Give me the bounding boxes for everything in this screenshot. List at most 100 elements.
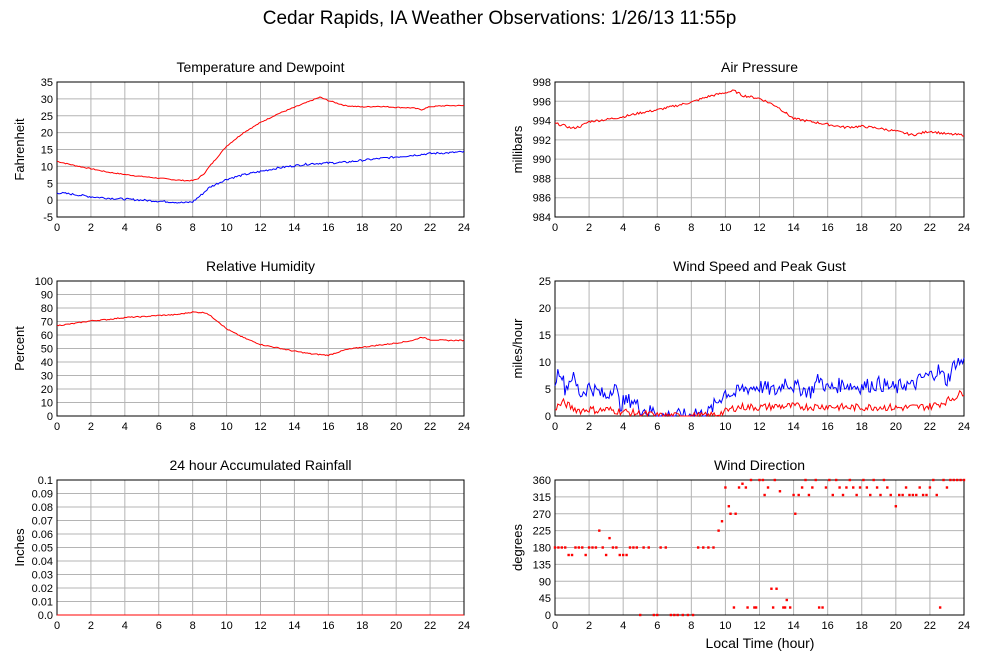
x-tick-label: 2 <box>586 421 592 433</box>
wind-direction-point <box>724 486 727 489</box>
wind-direction-point <box>598 529 601 532</box>
wind-direction-point <box>766 486 770 489</box>
wind-direction-point <box>821 606 824 609</box>
y-tick-label: 0 <box>545 610 551 622</box>
wind-direction-point <box>691 613 695 617</box>
y-tick-label: 100 <box>35 276 53 288</box>
wind-direction-point <box>831 493 834 497</box>
x-tick-label: 12 <box>254 421 266 433</box>
x-tick-label: 20 <box>390 421 402 433</box>
x-tick-label: 12 <box>254 222 266 234</box>
wind-direction-point <box>770 587 773 590</box>
wind-direction-point <box>811 486 814 489</box>
y-tick-label: 0.1 <box>38 475 53 487</box>
wind-direction-point <box>945 486 949 489</box>
wind-direction-point <box>737 486 741 489</box>
wind-direction-point <box>564 546 567 549</box>
x-tick-label: 4 <box>620 222 626 234</box>
y-tick-label: 10 <box>41 161 53 173</box>
y-tick-label: 0.05 <box>32 543 53 555</box>
y-tick-label: 5 <box>545 384 551 396</box>
y-tick-label: 30 <box>41 94 53 106</box>
wind-direction-point <box>632 546 635 549</box>
wind-direction-point <box>938 606 942 609</box>
wind-direction-point <box>621 553 625 557</box>
x-tick-label: 6 <box>156 421 162 433</box>
x-tick-label: 6 <box>654 620 660 632</box>
x-tick-label: 4 <box>122 620 128 632</box>
wind-direction-point <box>952 478 955 482</box>
y-tick-label: 70 <box>41 317 53 329</box>
x-tick-label: 24 <box>958 421 970 433</box>
y-tick-label: 0 <box>47 195 53 207</box>
y-tick-label: 0.07 <box>32 516 53 528</box>
wind-direction-point <box>681 613 685 617</box>
wind-direction-point <box>841 493 845 497</box>
y-tick-label: 0.01 <box>32 597 53 609</box>
x-tick-label: 16 <box>322 620 334 632</box>
x-tick-label: 18 <box>356 222 368 234</box>
y-tick-label: 986 <box>533 193 551 205</box>
x-tick-label: 16 <box>322 222 334 234</box>
wind-direction-point <box>647 546 650 549</box>
series-line-0 <box>554 357 965 418</box>
y-axis-label: Percent <box>12 326 27 371</box>
y-tick-label: 10 <box>539 357 551 369</box>
y-tick-label: 0.06 <box>32 529 53 541</box>
x-tick-label: 14 <box>787 222 799 234</box>
series-line-1 <box>554 389 965 418</box>
y-tick-label: 270 <box>533 509 551 521</box>
y-tick-label: 994 <box>533 116 551 128</box>
x-tick-label: 20 <box>390 222 402 234</box>
x-tick-label: 24 <box>458 222 470 234</box>
y-tick-label: 0.02 <box>32 583 53 595</box>
wind-direction-point <box>918 486 921 489</box>
x-tick-label: 12 <box>753 620 765 632</box>
x-tick-label: 0 <box>552 620 558 632</box>
x-tick-label: 8 <box>688 620 694 632</box>
wind-direction-point <box>664 546 667 549</box>
chart-title: Wind Direction <box>714 457 805 473</box>
x-tick-label: 22 <box>424 620 436 632</box>
x-tick-label: 18 <box>856 222 868 234</box>
x-tick-label: 12 <box>753 421 765 433</box>
x-tick-label: 24 <box>458 620 470 632</box>
y-tick-label: 0.08 <box>32 502 53 514</box>
y-tick-label: 990 <box>533 154 551 166</box>
x-tick-label: 14 <box>288 620 300 632</box>
wind-direction-point <box>838 486 841 489</box>
y-tick-label: 0.03 <box>32 570 53 582</box>
wind-direction-point <box>676 613 679 617</box>
y-tick-label: 20 <box>41 128 53 140</box>
x-tick-label: 10 <box>220 620 232 632</box>
wind-direction-point <box>898 493 901 497</box>
x-tick-label: 6 <box>156 222 162 234</box>
wind-direction-point <box>642 546 645 549</box>
x-tick-label: 24 <box>958 222 970 234</box>
plot-frame <box>554 81 965 218</box>
y-tick-label: 0.04 <box>32 556 53 568</box>
wind-direction-point <box>855 493 858 497</box>
wind-direction-point <box>741 482 744 485</box>
y-tick-label: 0 <box>545 411 551 423</box>
chart-title: 24 hour Accumulated Rainfall <box>169 457 351 473</box>
y-tick-label: 45 <box>539 593 551 605</box>
x-tick-label: 2 <box>88 421 94 433</box>
x-tick-label: 2 <box>88 620 94 632</box>
x-tick-label: 0 <box>54 620 60 632</box>
x-tick-label: 10 <box>719 620 731 632</box>
wind-direction-point <box>594 546 598 549</box>
wind-direction-point <box>848 478 852 482</box>
x-tick-label: 14 <box>787 421 799 433</box>
wind-direction-point <box>763 493 766 497</box>
wind-direction-point <box>932 478 935 482</box>
wind-direction-point <box>635 546 638 549</box>
y-tick-label: 135 <box>533 559 551 571</box>
chart-title: Relative Humidity <box>206 258 315 274</box>
plot-frame <box>56 81 465 218</box>
y-tick-label: 998 <box>533 77 551 89</box>
wind-direction-point <box>707 546 710 549</box>
